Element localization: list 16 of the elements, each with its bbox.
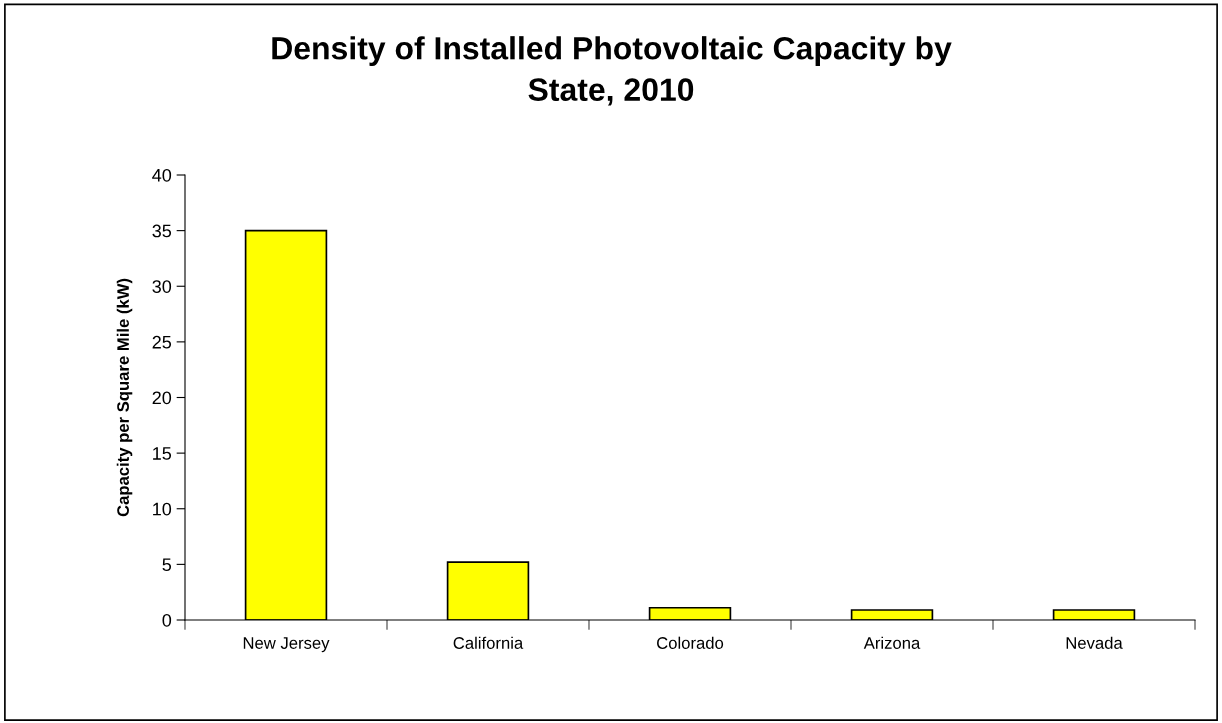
y-axis-title: Capacity per Square Mile (kW): [116, 278, 133, 517]
x-tick-label: Colorado: [657, 636, 724, 649]
chart-title: Density of Installed Photovoltaic Capacity by State, 2010: [272, 36, 952, 106]
y-tick-label: 15: [153, 447, 172, 460]
x-tick-label: Nevada: [1066, 636, 1123, 649]
y-tick-label: 30: [152, 280, 172, 293]
y-tick-label: 10: [153, 502, 172, 516]
y-tick-label: 40: [152, 168, 172, 182]
y-tick-label: 35: [152, 224, 172, 238]
y-tick-label: 5: [162, 558, 172, 572]
y-tick-label: 20: [152, 391, 172, 405]
x-tick-label: California: [453, 636, 524, 649]
y-tick-label: 25: [152, 335, 172, 349]
y-tick-label: 0: [162, 613, 172, 627]
x-tick-label: Arizona: [863, 636, 921, 649]
x-tick-label: New Jersey: [243, 637, 330, 653]
